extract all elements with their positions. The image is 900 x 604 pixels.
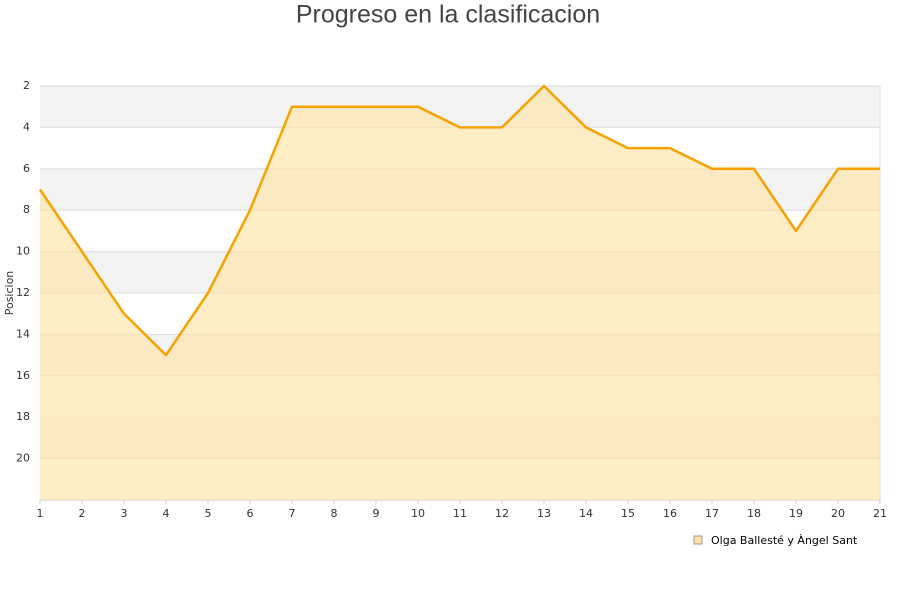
- band: [40, 86, 880, 128]
- y-tick-label: 14: [16, 327, 30, 340]
- y-tick-label: 10: [16, 245, 30, 258]
- y-tick-label: 18: [16, 410, 30, 423]
- legend-swatch: [693, 535, 703, 545]
- x-tick-label: 2: [79, 507, 86, 520]
- line: [38, 84, 880, 357]
- x-tick-label: 14: [579, 507, 593, 520]
- y-tick-label: 12: [16, 286, 30, 299]
- x-tick-label: 21: [873, 507, 887, 520]
- x-tick-label: 18: [747, 507, 761, 520]
- x-tick-label: 5: [205, 507, 212, 520]
- x-tick-label: 6: [247, 507, 254, 520]
- x-tick-label: 9: [373, 507, 380, 520]
- x-tick-label: 20: [831, 507, 845, 520]
- x-tick-label: 17: [705, 507, 719, 520]
- y-tick-label: 20: [16, 452, 30, 465]
- y-axis-label: Posicion: [3, 271, 16, 316]
- y-tick-label: 16: [16, 369, 30, 382]
- x-tick-label: 10: [411, 507, 425, 520]
- y-tick-label: 4: [23, 120, 30, 133]
- legend-label: Olga Ballesté y Àngel Sant: [711, 534, 858, 547]
- y-tick-label: 2: [23, 79, 30, 92]
- x-tick-label: 7: [289, 507, 296, 520]
- x-tick-label: 1: [37, 507, 44, 520]
- x-tick-label: 4: [163, 507, 170, 520]
- y-tick-label: 8: [23, 203, 30, 216]
- y-tick-label: 6: [23, 162, 30, 175]
- x-tick-label: 11: [453, 507, 467, 520]
- x-tick-label: 19: [789, 507, 803, 520]
- x-tick-label: 15: [621, 507, 635, 520]
- x-tick-label: 13: [537, 507, 551, 520]
- chart-title: Progreso en la clasificacion: [296, 1, 600, 29]
- x-tick-label: 16: [663, 507, 677, 520]
- x-tick-label: 3: [121, 507, 128, 520]
- x-tick-label: 12: [495, 507, 509, 520]
- area: [40, 86, 880, 500]
- x-tick-label: 8: [331, 507, 338, 520]
